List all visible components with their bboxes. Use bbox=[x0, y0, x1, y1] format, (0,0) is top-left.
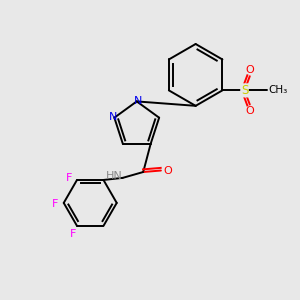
Text: F: F bbox=[69, 229, 76, 239]
Text: O: O bbox=[163, 166, 172, 176]
Text: N: N bbox=[109, 112, 117, 122]
Text: CH₃: CH₃ bbox=[268, 85, 287, 95]
Text: S: S bbox=[241, 84, 248, 97]
Text: F: F bbox=[66, 173, 72, 184]
Text: HN: HN bbox=[105, 171, 122, 182]
Text: O: O bbox=[245, 106, 254, 116]
Text: N: N bbox=[134, 96, 142, 106]
Text: O: O bbox=[245, 65, 254, 75]
Text: F: F bbox=[52, 200, 58, 209]
